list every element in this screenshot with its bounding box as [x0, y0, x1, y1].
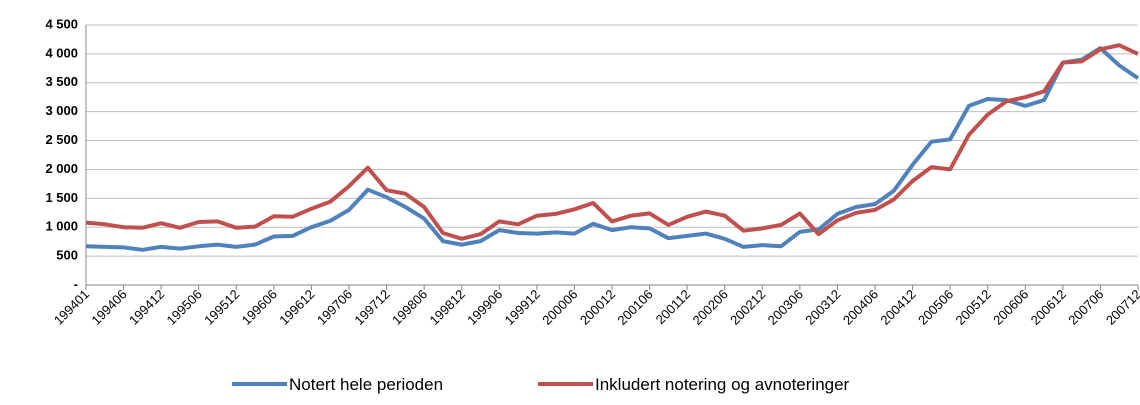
x-tick-label: 199812 [427, 287, 468, 328]
x-tick-label: 199912 [502, 287, 543, 328]
legend-label: Notert hele perioden [289, 375, 443, 394]
y-tick-label: - [74, 276, 78, 291]
x-tick-label: 200306 [765, 287, 806, 328]
y-tick-label: 3 500 [45, 74, 78, 89]
y-tick-label: 1 000 [45, 219, 78, 234]
y-tick-label: 2 500 [45, 132, 78, 147]
x-tick-label: 200406 [840, 287, 881, 328]
y-tick-label: 4 500 [45, 16, 78, 31]
x-tick-label: 199506 [164, 287, 205, 328]
y-tick-label: 2 000 [45, 161, 78, 176]
y-tick-label: 500 [56, 248, 78, 263]
x-tick-label: 199606 [239, 287, 280, 328]
x-tick-label: 199906 [464, 287, 505, 328]
x-tick-label: 200206 [690, 287, 731, 328]
y-tick-label: 1 500 [45, 190, 78, 205]
x-tick-label: 199612 [276, 287, 317, 328]
x-tick-label: 199712 [351, 287, 392, 328]
x-tick-label: 200712 [1103, 287, 1140, 328]
x-tick-label: 200106 [614, 287, 655, 328]
x-tick-label: 200512 [953, 287, 994, 328]
x-tick-label: 199406 [88, 287, 129, 328]
line-series [85, 46, 1140, 252]
x-tick-label: 200606 [990, 287, 1031, 328]
y-tick-label: 3 000 [45, 103, 78, 118]
x-tick-label: 200506 [915, 287, 956, 328]
x-tick-label: 200612 [1028, 287, 1069, 328]
x-tick-label: 200312 [802, 287, 843, 328]
x-tick-label: 200212 [727, 287, 768, 328]
x-tick-label: 200706 [1065, 287, 1106, 328]
x-tick-label: 200006 [539, 287, 580, 328]
x-tick-label: 200112 [653, 287, 694, 328]
x-tick-label: 199806 [389, 287, 430, 328]
line-series [85, 43, 1139, 241]
x-tick-label: 199412 [126, 287, 167, 328]
x-tick-label: 200012 [577, 287, 618, 328]
y-tick-label: 4 000 [45, 45, 78, 60]
x-tick-label: 199512 [201, 287, 242, 328]
x-tick-label: 199401 [51, 287, 92, 328]
legend-label: Inkludert notering og avnoteringer [595, 375, 850, 394]
x-tick-label: 200412 [877, 287, 918, 328]
x-tick-label: 199706 [314, 287, 355, 328]
